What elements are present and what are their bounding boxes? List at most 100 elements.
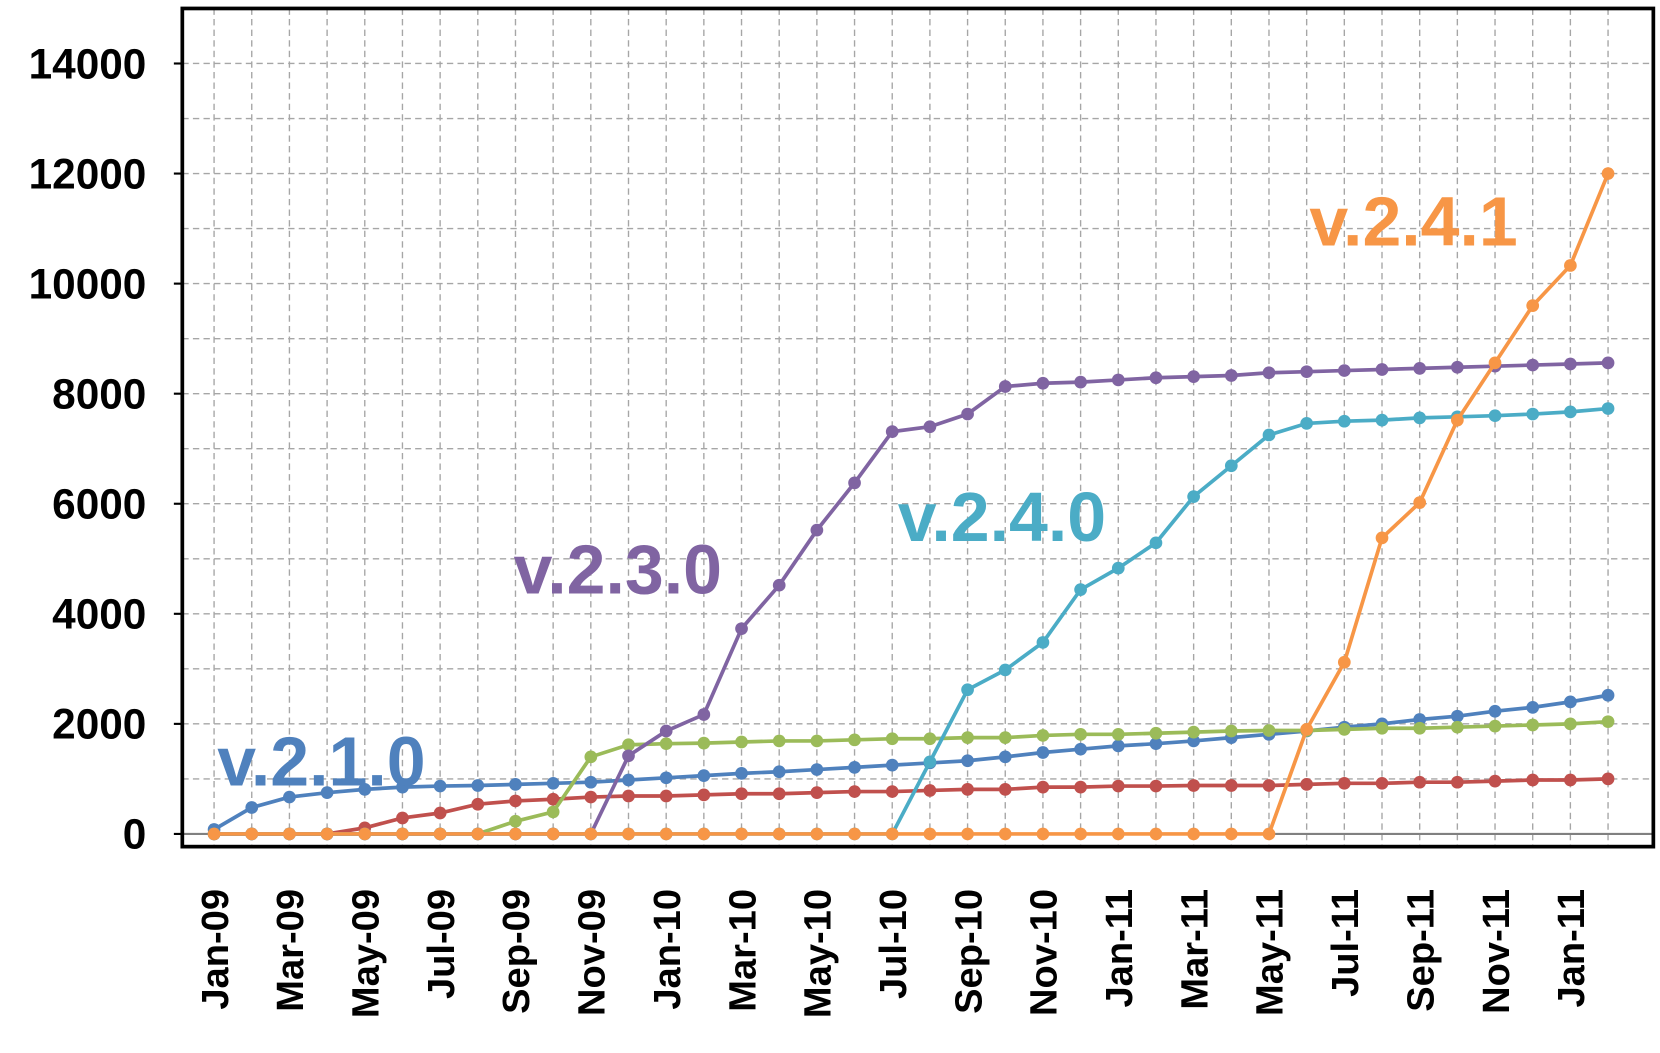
data-point [622, 738, 635, 752]
data-point [1413, 775, 1427, 789]
data-point [1375, 413, 1389, 427]
data-point [772, 765, 786, 779]
data-point [245, 827, 259, 841]
data-point [697, 769, 711, 782]
data-point [961, 827, 974, 841]
x-tick-label: Sep-09 [496, 889, 538, 1014]
y-tick-label: 8000 [52, 371, 146, 418]
data-point [1601, 356, 1615, 370]
data-point [1601, 167, 1615, 180]
x-tick-label: Mar-11 [1174, 889, 1216, 1010]
y-tick-label: 6000 [52, 481, 146, 528]
data-point [1564, 405, 1577, 419]
data-point [1564, 773, 1577, 787]
x-tick-label: Sep-11 [1400, 889, 1442, 1012]
data-point [1111, 739, 1125, 753]
x-tick-label: Jan-11 [1099, 889, 1141, 1008]
data-point [810, 734, 824, 748]
data-point [622, 789, 635, 803]
data-point [546, 776, 560, 790]
data-point [1564, 695, 1577, 709]
data-point [509, 794, 522, 808]
data-point [622, 827, 635, 841]
data-point [471, 797, 485, 811]
data-point [697, 708, 711, 721]
data-point [320, 786, 334, 800]
data-point [584, 827, 598, 841]
data-point [471, 827, 485, 841]
data-point [1300, 417, 1314, 430]
data-point [396, 811, 409, 825]
plot-frame [180, 6, 1656, 849]
data-point [1187, 779, 1200, 792]
data-point [848, 476, 861, 490]
data-point [772, 734, 786, 748]
data-point [1036, 827, 1050, 841]
x-tick-label: Jan-11 [1551, 889, 1593, 1008]
data-point [1187, 490, 1200, 503]
data-point [320, 827, 334, 841]
data-point [1451, 709, 1464, 723]
data-point [810, 827, 824, 841]
y-tick-label: 14000 [29, 40, 147, 87]
data-point [1262, 366, 1276, 380]
data-point [772, 578, 786, 592]
data-point [1337, 364, 1351, 377]
data-point [433, 827, 447, 841]
data-point [1601, 402, 1615, 415]
x-tick-label: Mar-09 [270, 889, 312, 1012]
data-point [923, 784, 937, 797]
data-point [546, 827, 560, 841]
data-point [1488, 356, 1502, 370]
data-point [1375, 721, 1389, 735]
data-point [207, 827, 221, 841]
data-point [1413, 713, 1427, 726]
y-tick-label: 2000 [52, 701, 146, 748]
data-point [1488, 704, 1502, 718]
data-point [1300, 778, 1314, 791]
data-point [1111, 373, 1125, 387]
data-point [885, 758, 899, 772]
data-point [961, 754, 974, 768]
x-tick-label: May-09 [346, 889, 388, 1018]
data-point [1262, 779, 1276, 792]
data-point [1036, 376, 1050, 390]
data-point [735, 827, 748, 841]
x-tick-label: May-11 [1250, 889, 1292, 1016]
data-point [772, 787, 786, 801]
data-point [735, 622, 748, 636]
data-point [735, 787, 748, 801]
data-point [659, 771, 673, 785]
data-point [283, 827, 296, 841]
data-point [1111, 561, 1125, 575]
data-point [998, 380, 1012, 393]
data-point [283, 790, 296, 804]
data-point [735, 767, 748, 780]
data-point [1337, 655, 1351, 669]
data-point [923, 420, 937, 434]
data-point [471, 779, 485, 792]
x-tick-label: May-10 [798, 889, 840, 1018]
x-tick-label: Nov-10 [1024, 889, 1066, 1016]
data-point [998, 663, 1012, 677]
data-point [1187, 370, 1200, 383]
data-point [509, 814, 522, 828]
x-tick-label: Jul-11 [1325, 889, 1367, 997]
data-point [509, 778, 522, 791]
data-point [1224, 369, 1238, 382]
data-point [1036, 780, 1050, 794]
data-point [659, 724, 673, 738]
data-point [1262, 428, 1276, 442]
data-point [1224, 724, 1238, 738]
data-point [810, 786, 824, 800]
data-point [1564, 717, 1577, 731]
data-point [885, 425, 899, 439]
data-point [1564, 357, 1577, 371]
data-point [1413, 362, 1427, 375]
data-point [245, 801, 259, 814]
data-point [1526, 718, 1540, 732]
data-point [848, 733, 861, 747]
data-point [848, 827, 861, 841]
